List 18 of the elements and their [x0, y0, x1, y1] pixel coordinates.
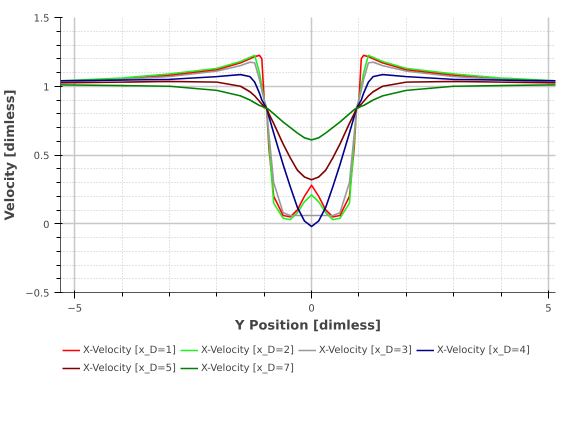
legend-label: X-Velocity [x_D=5] [83, 362, 176, 374]
legend-label: X-Velocity [x_D=2] [200, 344, 294, 356]
y-tick-label: 0 [43, 220, 50, 231]
x-axis-title: Y Position [dimless] [234, 318, 381, 334]
legend-label: X-Velocity [x_D=4] [436, 344, 530, 356]
x-tick-label: −5 [67, 304, 82, 314]
y-axis-title: Velocity [dimless] [3, 90, 18, 220]
x-tick-label: 5 [545, 304, 552, 314]
x-tick-label: 0 [308, 304, 315, 314]
legend-label: X-Velocity [x_D=7] [200, 362, 294, 374]
legend-label: X-Velocity [x_D=1] [83, 344, 176, 356]
legend-label: X-Velocity [x_D=3] [318, 344, 412, 356]
line-series [60, 84, 556, 141]
y-tick-label: 1 [43, 82, 50, 94]
y-tick-label: 1.5 [34, 14, 50, 24]
line-series [60, 80, 556, 181]
y-tick-label: 0.5 [34, 151, 50, 162]
y-tick-label: −0.5 [25, 288, 50, 300]
